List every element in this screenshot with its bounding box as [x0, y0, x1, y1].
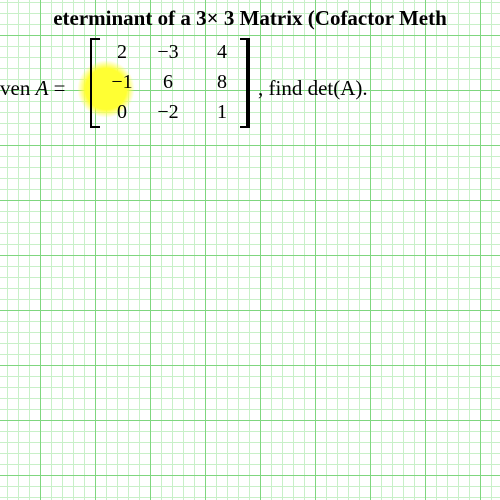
text-cursor	[246, 40, 248, 126]
matrix-cell: 2	[102, 41, 142, 64]
matrix-cell: 8	[202, 71, 242, 94]
matrix-cell: 1	[202, 101, 242, 124]
matrix-cell: 6	[148, 71, 188, 94]
given-prefix: ven	[0, 76, 36, 100]
matrix-variable: A	[36, 76, 49, 100]
left-bracket	[90, 38, 100, 128]
find-text: , find det(A).	[258, 76, 368, 101]
problem-statement: ven A = 2 −3 4 −1 6 8 0 −2 1 , find det(…	[0, 38, 500, 148]
matrix-cell: 4	[202, 41, 242, 64]
matrix-cell: 0	[102, 101, 142, 124]
matrix-cell: −2	[148, 101, 188, 124]
page-title: eterminant of a 3× 3 Matrix (Cofactor Me…	[0, 6, 500, 31]
matrix-cell: −3	[148, 41, 188, 64]
matrix-cell: −1	[102, 71, 142, 94]
equals-sign: =	[48, 76, 65, 100]
given-text: ven A =	[0, 76, 66, 101]
